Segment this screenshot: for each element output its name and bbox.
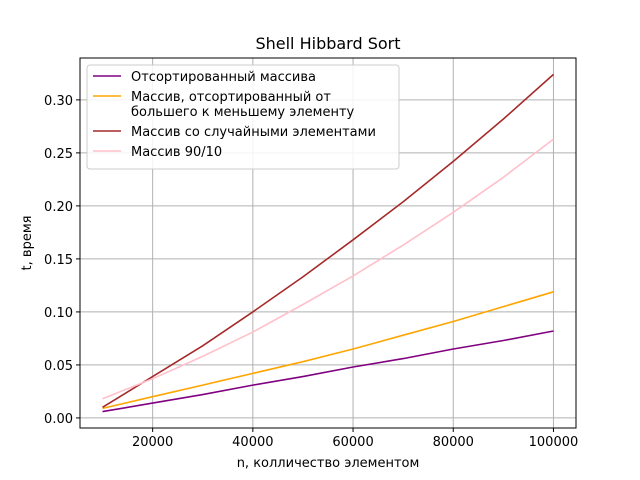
- y-tick-label: 0.10: [44, 306, 73, 321]
- x-tick-label: 20000: [132, 435, 173, 450]
- x-tick-label: 40000: [232, 435, 273, 450]
- x-tick-label: 80000: [433, 435, 474, 450]
- legend-label: Массив, отсортированный от: [131, 90, 331, 105]
- plot-frame: [79, 57, 577, 429]
- y-tick-label: 0.00: [44, 412, 73, 427]
- series-line-4: [102, 138, 554, 400]
- legend-box: [86, 64, 400, 170]
- x-tick-label: 100000: [529, 435, 579, 450]
- y-tick-label: 0.20: [44, 200, 73, 215]
- y-tick-label: 0.05: [44, 359, 73, 374]
- series-lines: [102, 73, 555, 413]
- y-tick-label: 0.15: [44, 253, 73, 268]
- series-line-2: [102, 291, 554, 410]
- y-tick-label: 0.25: [44, 147, 73, 162]
- series-line-1: [102, 330, 554, 413]
- legend-label: Отсортированный массива: [131, 70, 316, 85]
- series-line-3: [102, 73, 555, 408]
- legend: Отсортированный массива Массив, отсортиро…: [86, 64, 400, 170]
- y-tick-label: 0.30: [44, 94, 73, 109]
- y-axis-label: t, время: [20, 216, 35, 271]
- x-axis-label: n, колличество элементом: [237, 456, 420, 471]
- x-tick-label: 60000: [332, 435, 373, 450]
- chart-title: Shell Hibbard Sort: [255, 34, 400, 53]
- legend-label: Массив 90/10: [131, 145, 222, 160]
- legend-label: большего к меньшему элементу: [131, 105, 355, 120]
- axis-ticks: 20000 40000 60000 80000 100000 0.00 0.05 0.10 0.…: [44, 94, 578, 450]
- legend-label: Массив со случайными элементами: [131, 125, 376, 140]
